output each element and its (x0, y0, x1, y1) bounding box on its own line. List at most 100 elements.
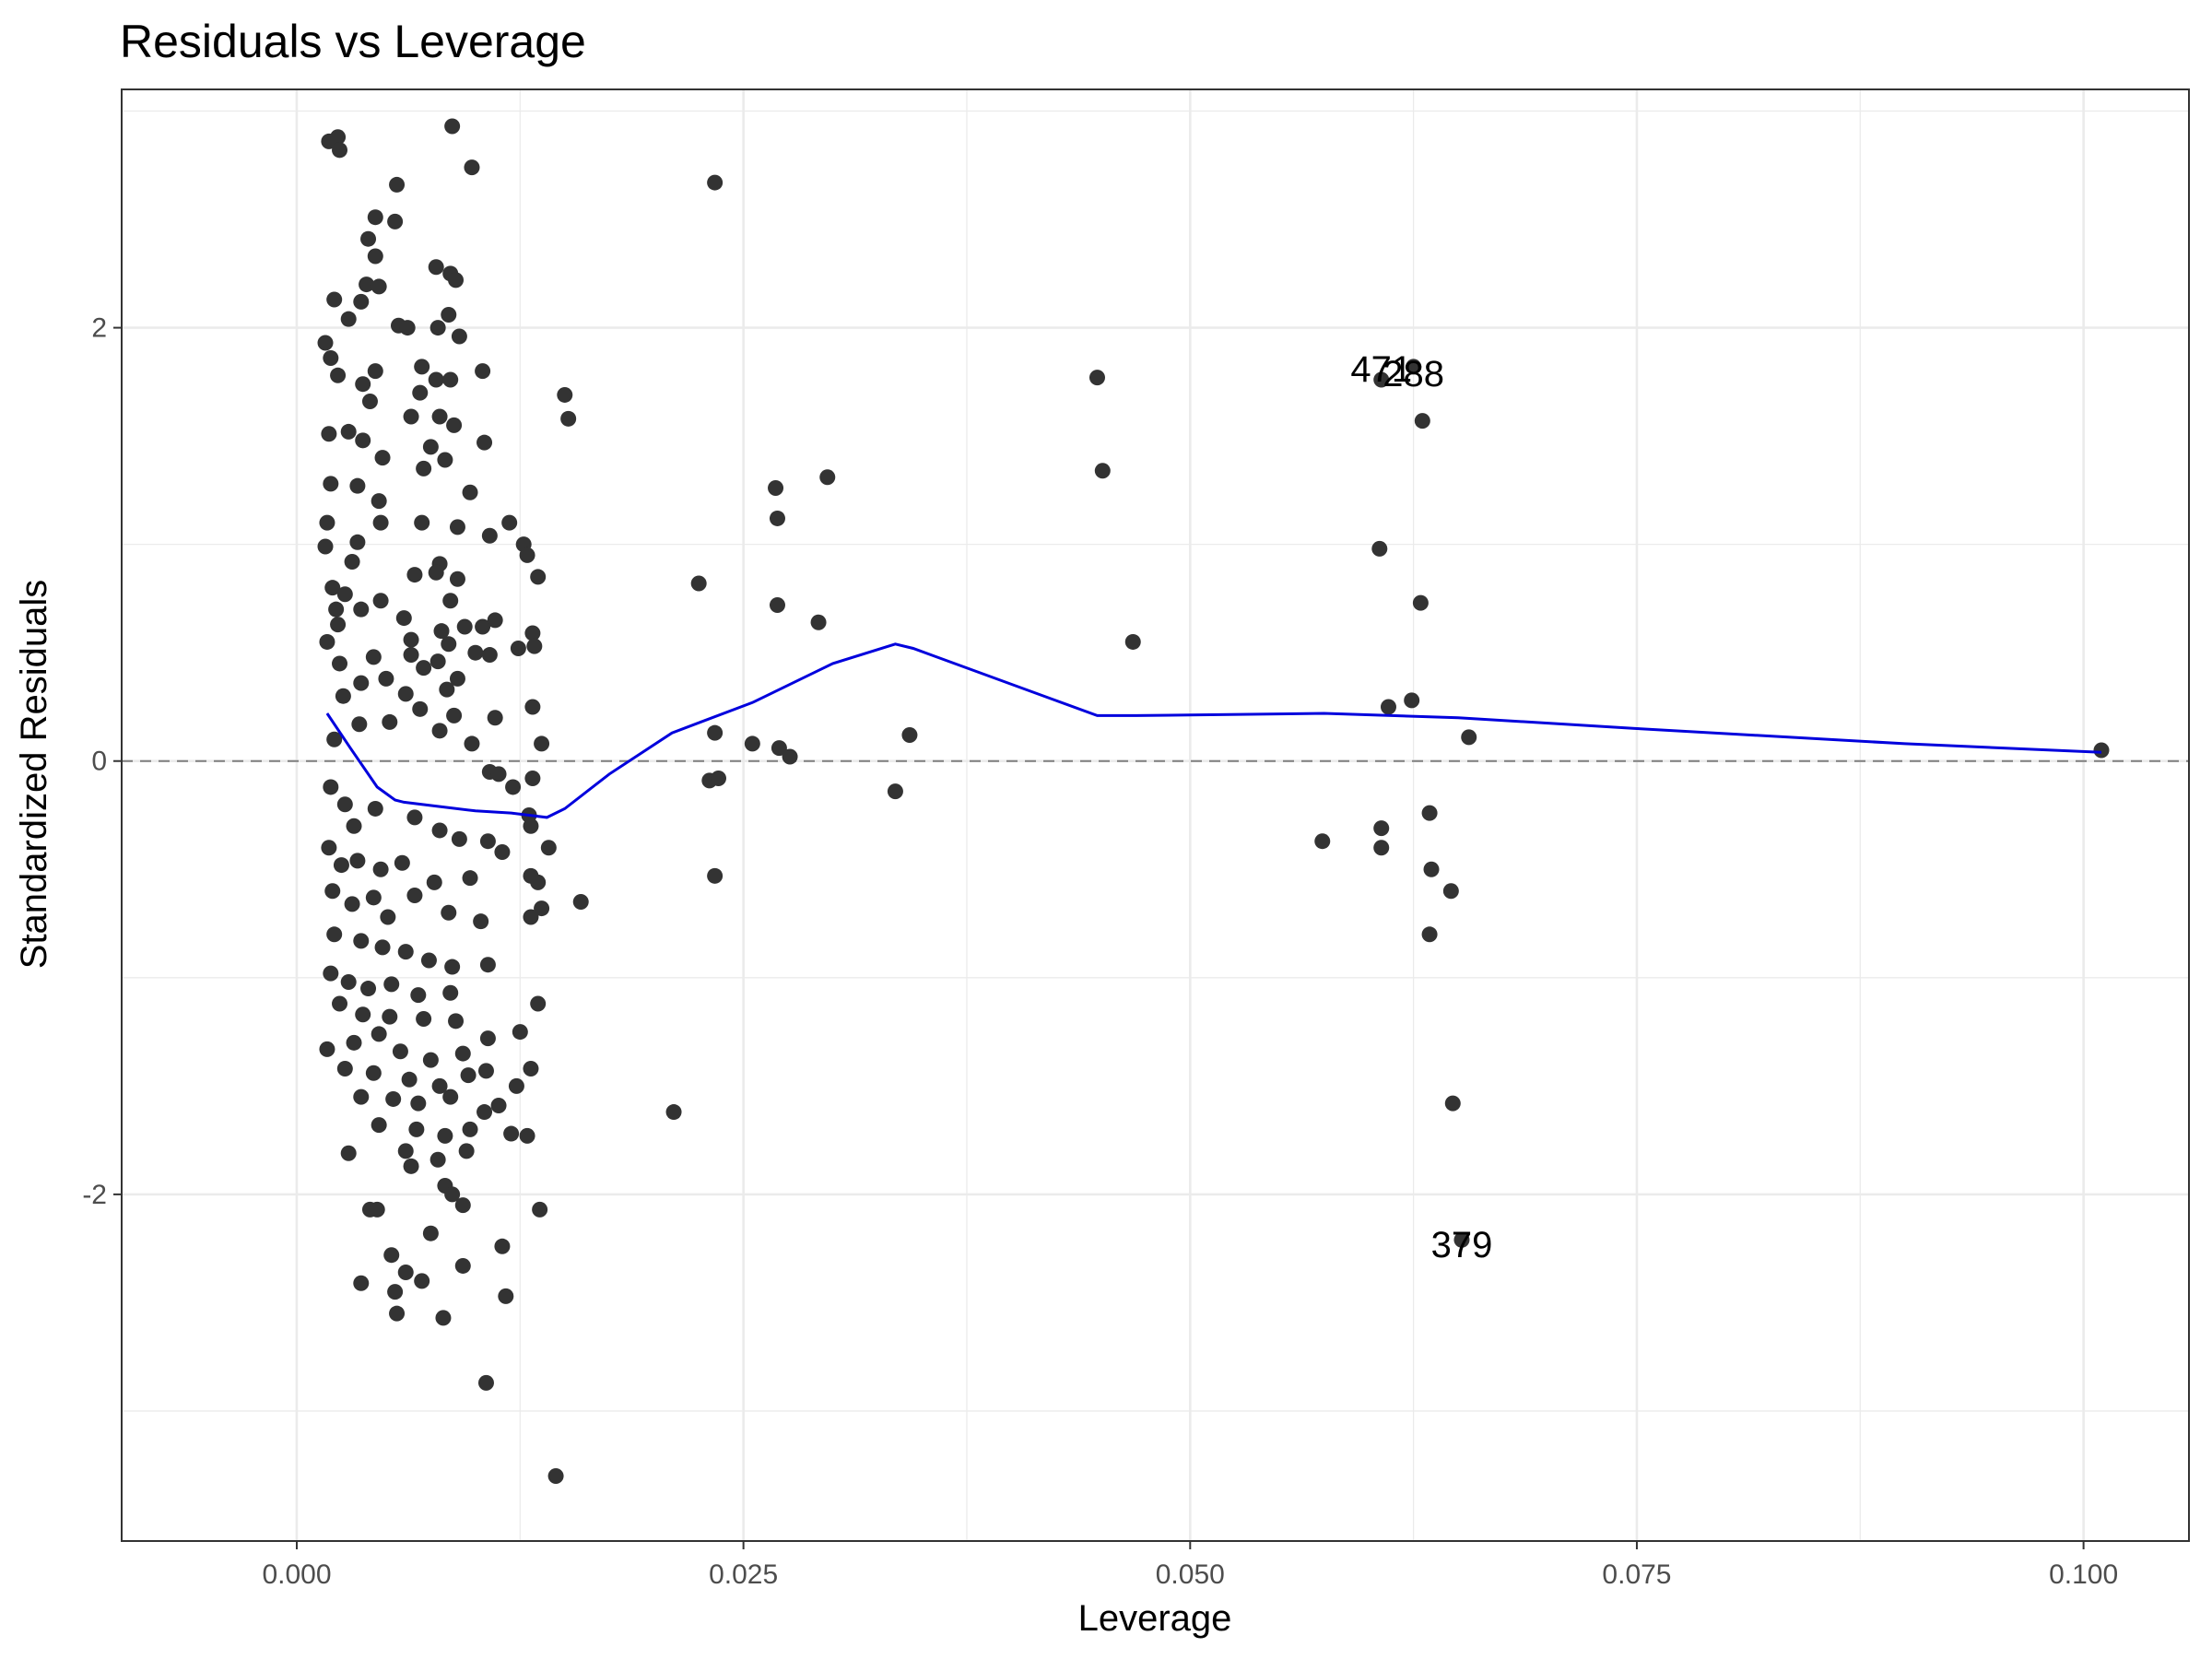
data-point (428, 259, 444, 276)
data-point (324, 580, 341, 596)
data-point (523, 818, 539, 834)
data-point (711, 771, 727, 787)
data-point (408, 1121, 425, 1137)
data-point (382, 713, 398, 730)
data-point (473, 913, 489, 930)
data-point (519, 547, 535, 563)
data-point (355, 1006, 371, 1023)
data-point (887, 783, 903, 800)
data-point (530, 874, 547, 890)
data-point (505, 779, 522, 795)
data-point (532, 1201, 548, 1218)
data-point (389, 1305, 406, 1322)
data-point (416, 460, 432, 477)
data-point (475, 363, 491, 380)
data-point (501, 514, 518, 531)
data-point (353, 1088, 370, 1105)
data-point (1088, 370, 1105, 386)
data-point (1094, 463, 1111, 479)
data-point (403, 647, 419, 664)
data-point (530, 995, 547, 1012)
data-point (446, 707, 463, 724)
data-point (324, 883, 341, 900)
data-point (1421, 926, 1438, 943)
data-point (1404, 692, 1420, 709)
smooth-line (325, 642, 2102, 819)
data-point (690, 575, 707, 592)
data-point (1444, 1095, 1461, 1112)
data-point (665, 1104, 682, 1121)
data-point (441, 306, 457, 323)
data-point (1373, 840, 1390, 856)
data-point (395, 610, 412, 627)
data-point (451, 328, 467, 345)
data-point (360, 230, 377, 247)
data-point (332, 142, 348, 159)
data-point (403, 631, 419, 648)
data-point (403, 1158, 419, 1174)
data-point (707, 724, 724, 741)
data-point (464, 735, 480, 752)
data-point (416, 1010, 432, 1027)
x-tick-label: 0.025 (709, 1559, 778, 1590)
data-point (422, 1052, 439, 1068)
data-point (389, 176, 406, 193)
data-point (359, 276, 375, 293)
data-point (371, 1117, 387, 1134)
data-point (442, 593, 459, 609)
data-point (464, 159, 480, 176)
data-point (441, 636, 457, 653)
data-point (332, 655, 348, 672)
data-point (467, 644, 484, 661)
data-point (530, 569, 547, 585)
data-point (444, 1186, 461, 1203)
data-point (333, 857, 349, 874)
data-point (412, 384, 429, 401)
data-point (349, 534, 366, 550)
data-point (475, 618, 491, 635)
data-point (524, 625, 541, 641)
data-point (353, 601, 370, 618)
data-point (460, 1067, 477, 1084)
data-point (414, 359, 430, 375)
data-point (422, 439, 439, 455)
data-point (477, 434, 493, 451)
x-tick-label: 0.075 (1602, 1559, 1671, 1590)
data-point (1412, 594, 1429, 611)
data-point (523, 909, 539, 925)
data-point (365, 649, 382, 665)
data-point (323, 476, 339, 492)
data-point (420, 952, 437, 969)
y-tick-label: 2 (91, 313, 107, 344)
data-point (328, 601, 345, 618)
data-point (449, 670, 465, 687)
data-point (367, 248, 383, 265)
data-point (326, 731, 343, 747)
data-point (397, 944, 414, 960)
data-point (458, 1143, 475, 1159)
data-point (1380, 699, 1396, 715)
data-point (429, 1151, 446, 1168)
data-point (372, 514, 389, 531)
y-tick-label: -2 (82, 1180, 107, 1210)
data-point (1453, 1231, 1470, 1248)
data-point (512, 1024, 528, 1041)
data-point (462, 870, 478, 887)
data-point (349, 853, 366, 869)
data-point (462, 484, 478, 500)
data-point (380, 909, 396, 925)
data-point (494, 1238, 511, 1254)
data-point (1373, 820, 1390, 837)
data-point (454, 1045, 471, 1062)
data-point (410, 1095, 427, 1112)
data-point (498, 1288, 514, 1304)
data-point (383, 976, 400, 993)
data-point (428, 564, 444, 581)
data-point (397, 1143, 414, 1159)
data-point (353, 675, 370, 691)
data-point (317, 335, 334, 351)
data-point (782, 748, 798, 765)
data-point (319, 1041, 335, 1057)
data-point (374, 450, 391, 466)
